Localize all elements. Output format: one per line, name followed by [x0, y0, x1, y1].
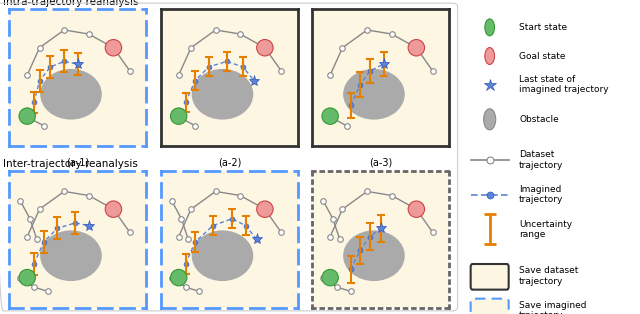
FancyBboxPatch shape: [470, 299, 509, 314]
Circle shape: [19, 269, 35, 286]
Text: Imagined
trajectory: Imagined trajectory: [519, 185, 563, 204]
Circle shape: [408, 201, 424, 217]
Circle shape: [105, 201, 122, 217]
FancyBboxPatch shape: [470, 264, 509, 290]
Circle shape: [322, 108, 339, 124]
Circle shape: [257, 40, 273, 56]
Ellipse shape: [41, 231, 101, 280]
Circle shape: [170, 269, 187, 286]
Ellipse shape: [193, 231, 253, 280]
Text: Goal state: Goal state: [519, 51, 566, 61]
Text: (a-3): (a-3): [369, 157, 392, 167]
Text: Intra-trajectory reanalysis: Intra-trajectory reanalysis: [3, 0, 138, 7]
Ellipse shape: [344, 231, 404, 280]
Text: Save dataset
trajectory: Save dataset trajectory: [519, 266, 579, 286]
Circle shape: [485, 19, 495, 36]
Circle shape: [105, 40, 122, 56]
Circle shape: [170, 108, 187, 124]
Ellipse shape: [193, 70, 253, 119]
Text: Save imagined
trajectory: Save imagined trajectory: [519, 301, 586, 314]
Text: Dataset
trajectory: Dataset trajectory: [519, 150, 563, 170]
Circle shape: [484, 109, 496, 130]
Ellipse shape: [41, 70, 101, 119]
Circle shape: [257, 201, 273, 217]
Text: Uncertainty
range: Uncertainty range: [519, 220, 572, 239]
Circle shape: [485, 48, 495, 64]
Circle shape: [408, 40, 424, 56]
Text: (a-1): (a-1): [66, 157, 90, 167]
Text: Start state: Start state: [519, 23, 567, 32]
Text: (a-2): (a-2): [218, 157, 241, 167]
Text: Last state of
imagined trajectory: Last state of imagined trajectory: [519, 75, 609, 94]
Ellipse shape: [344, 70, 404, 119]
Circle shape: [19, 108, 35, 124]
Text: Inter-trajectory reanalysis: Inter-trajectory reanalysis: [3, 159, 138, 169]
Circle shape: [322, 269, 339, 286]
Text: Obstacle: Obstacle: [519, 115, 559, 124]
